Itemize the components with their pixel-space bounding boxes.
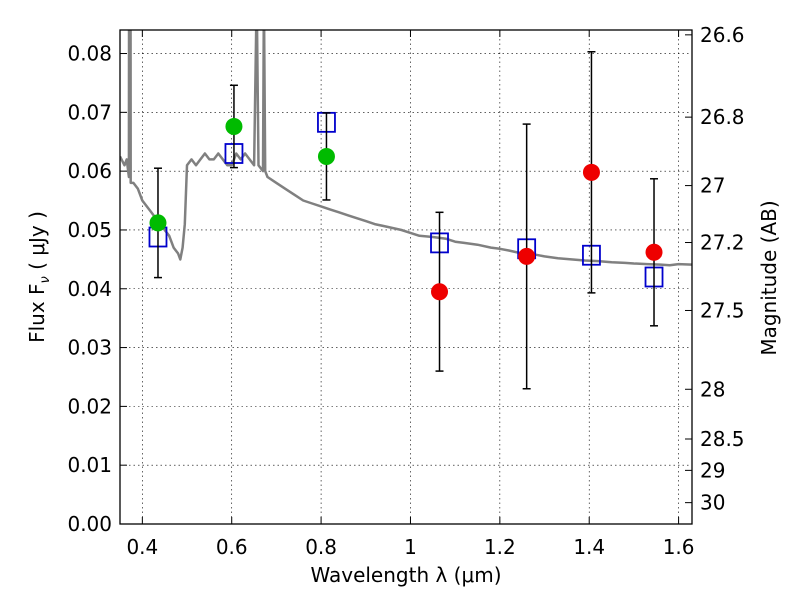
optical-detection-point — [225, 117, 243, 135]
markers — [148, 51, 664, 390]
x-tick-label: 0.8 — [305, 535, 337, 559]
y-tick-label: 0.05 — [67, 218, 112, 242]
x-tick-label: 0.4 — [126, 535, 158, 559]
plot-frame — [119, 29, 693, 525]
y-tick-label: 0.06 — [67, 159, 112, 183]
x-tick-label: 1.2 — [484, 535, 516, 559]
y2-tick-label: 28.5 — [700, 427, 745, 451]
y2-tick-label: 26.6 — [700, 23, 745, 47]
y2-tick-label: 27 — [700, 174, 725, 198]
y-tick-label: 0.00 — [67, 512, 112, 536]
y-tick-label: 0.04 — [67, 277, 112, 301]
y-axis-label-unit: ( μJy ) — [25, 211, 49, 276]
y2-tick-label: 27.5 — [700, 298, 745, 322]
y-axis-label-main: Flux F — [25, 283, 49, 342]
grid-lines — [120, 30, 692, 525]
axis-ticks: 0.4 0.6 0.8 1 1.2 1.4 1.6 0.00 0.01 0.02 0.03 0.04 0… — [67, 23, 744, 559]
y-tick-label: 0.02 — [67, 394, 112, 418]
optical-detection-point — [317, 147, 335, 165]
plot-area — [120, 30, 692, 267]
x-tick-label: 1 — [404, 535, 417, 559]
x-axis-label: Wavelength λ (μm) — [310, 563, 501, 587]
near-ir-detection-point — [431, 283, 449, 301]
y2-axis-label: Magnitude (AB) — [757, 200, 781, 355]
x-tick-label: 1.4 — [573, 535, 605, 559]
y-tick-label: 0.03 — [67, 336, 112, 360]
near-ir-detection-point — [518, 247, 536, 265]
near-ir-detection-point — [645, 243, 663, 261]
near-ir-detection-point — [582, 163, 600, 181]
x-tick-label: 0.6 — [216, 535, 248, 559]
optical-detection-point — [149, 214, 167, 232]
y2-tick-label: 27.2 — [700, 231, 745, 255]
y2-tick-label: 26.8 — [700, 105, 745, 129]
y-tick-label: 0.01 — [67, 453, 112, 477]
y-axis-label: Flux Fν ( μJy ) — [25, 211, 53, 343]
y-axis-label-subscript: ν — [38, 276, 53, 283]
model-spectrum-line — [120, 30, 692, 267]
y2-tick-label: 28 — [700, 377, 725, 401]
y2-tick-label: 29 — [700, 458, 725, 482]
y2-tick-label: 30 — [700, 491, 725, 515]
y-tick-label: 0.07 — [67, 100, 112, 124]
y-tick-label: 0.08 — [67, 42, 112, 66]
x-tick-label: 1.6 — [663, 535, 695, 559]
